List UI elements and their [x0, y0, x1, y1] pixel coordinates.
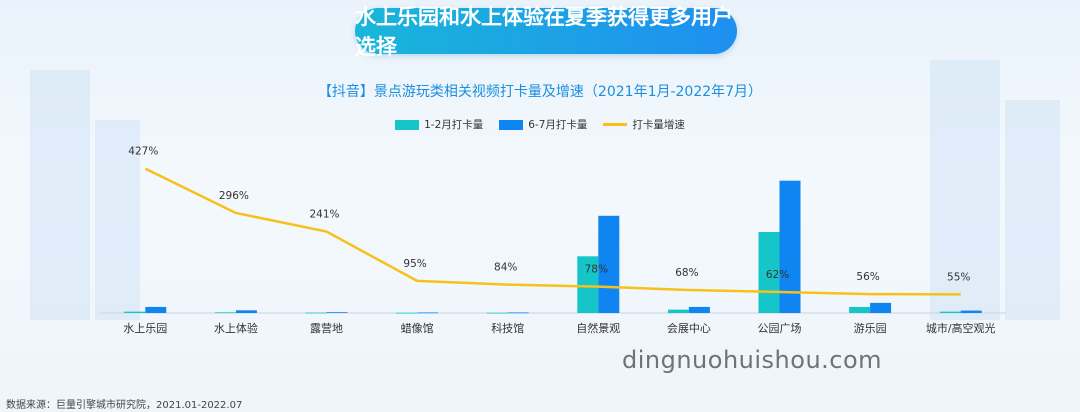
source-note: 数据来源：巨量引擎城市研究院，2021.01-2022.07 [6, 400, 243, 411]
bar-1-蜡像馆 [396, 312, 418, 314]
watermark: dingnuohuishou.com [622, 346, 883, 374]
bar-2-自然景观 [598, 215, 620, 313]
background-building [30, 70, 90, 320]
growth-data-label: 68% [675, 267, 698, 279]
x-tick-label: 水上乐园 [123, 322, 167, 335]
bar-1-水上体验 [214, 312, 236, 314]
bar-2-科技馆 [507, 312, 529, 314]
legend-item-series-2: 6-7月打卡量 [499, 117, 587, 132]
growth-data-label: 56% [856, 271, 879, 283]
bar-1-露营地 [305, 312, 327, 314]
growth-data-label: 55% [947, 271, 970, 283]
legend-label-series-2: 6-7月打卡量 [528, 119, 588, 131]
legend-swatch-series-2 [499, 119, 524, 130]
x-tick-label: 公园广场 [758, 321, 802, 335]
legend-swatch-series-1 [395, 119, 420, 130]
growth-data-label: 78% [585, 264, 608, 276]
growth-data-label: 296% [219, 190, 249, 202]
x-tick-label: 露营地 [310, 321, 343, 335]
bar-2-水上乐园 [145, 306, 167, 313]
x-tick-label: 会展中心 [667, 322, 711, 335]
bar-1-游乐园 [849, 306, 871, 313]
legend-label-series-3: 打卡量增速 [632, 119, 685, 131]
legend-swatch-series-3 [603, 123, 628, 126]
legend-item-series-3: 打卡量增速 [603, 117, 685, 132]
bar-2-游乐园 [870, 302, 892, 313]
growth-data-label: 84% [494, 262, 517, 274]
bar-1-城市/高空观光 [939, 311, 961, 313]
bar-1-水上乐园 [124, 311, 146, 313]
bar-2-蜡像馆 [417, 312, 439, 314]
bar-2-水上体验 [235, 310, 257, 313]
chart-title: 【抖音】景点游玩类相关视频打卡量及增速（2021年1月-2022年7月） [317, 84, 763, 100]
growth-data-label: 427% [128, 146, 158, 158]
x-tick-label: 蜡像馆 [401, 321, 434, 335]
growth-data-label: 95% [403, 258, 426, 270]
x-tick-label: 城市/高空观光 [926, 321, 996, 335]
bar-2-城市/高空观光 [960, 310, 982, 313]
background-building [930, 60, 1000, 320]
growth-data-label: 62% [766, 269, 789, 281]
headline-banner: 水上乐园和水上体验在夏季获得更多用户选择 [355, 5, 737, 59]
x-tick-label: 自然景观 [576, 321, 620, 335]
x-tick-label: 科技馆 [491, 321, 524, 335]
legend-label-series-1: 1-2月打卡量 [424, 119, 484, 131]
chart-legend: 1-2月打卡量 6-7月打卡量 打卡量增速 [0, 117, 1080, 132]
background-building [95, 120, 140, 320]
legend-item-series-1: 1-2月打卡量 [395, 117, 483, 132]
bar-1-会展中心 [667, 309, 689, 313]
bar-2-露营地 [326, 312, 348, 313]
x-tick-label: 水上体验 [214, 321, 258, 335]
bar-2-会展中心 [688, 306, 710, 313]
bar-1-科技馆 [486, 312, 508, 314]
growth-data-label: 241% [309, 209, 339, 221]
bar-1-自然景观 [577, 256, 599, 313]
growth-line [144, 167, 961, 296]
background-building [1005, 100, 1060, 320]
x-tick-label: 游乐园 [854, 322, 887, 335]
bar-2-公园广场 [779, 180, 801, 313]
